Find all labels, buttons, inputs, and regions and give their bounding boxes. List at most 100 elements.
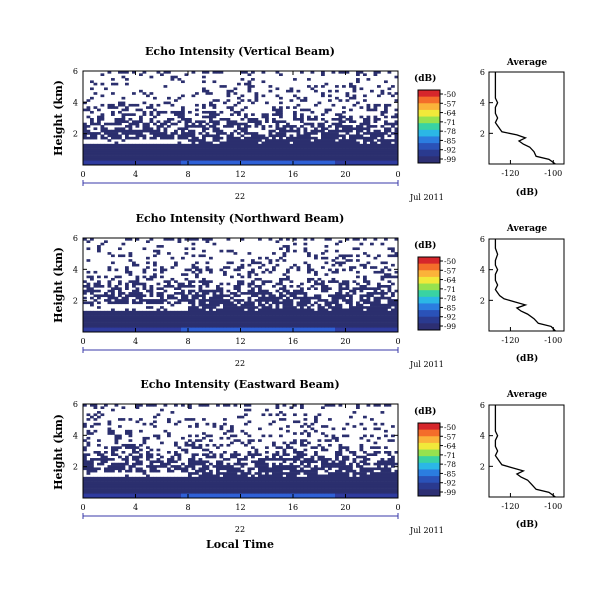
heatmap-cell — [219, 460, 224, 464]
heatmap-cell — [139, 467, 143, 471]
heatmap-cell — [219, 488, 224, 492]
heatmap-cell — [167, 146, 171, 149]
heatmap-cell — [279, 108, 283, 112]
heatmap-cell — [233, 287, 238, 290]
heatmap-cell — [338, 143, 343, 147]
heatmap-cell — [373, 320, 378, 323]
heatmap-cell — [86, 479, 91, 482]
heatmap-cell — [198, 254, 203, 258]
heatmap-cell — [90, 143, 94, 147]
heatmap-cell — [265, 472, 269, 475]
heatmap-cell — [205, 153, 210, 156]
heatmap-cell — [118, 476, 122, 480]
heatmap-cell — [247, 141, 252, 145]
heatmap-cell — [366, 301, 371, 305]
heatmap-cell — [181, 136, 185, 140]
heatmap-cell — [356, 125, 360, 128]
heatmap-cell — [125, 120, 129, 123]
heatmap-cell — [184, 120, 189, 123]
heatmap-cell — [335, 486, 339, 489]
heatmap-cell — [83, 495, 87, 499]
heatmap-cell — [86, 481, 91, 485]
heatmap-cell — [142, 150, 147, 154]
heatmap-cell — [174, 146, 178, 149]
heatmap-cell — [121, 292, 126, 295]
y-tick-label: 4 — [73, 265, 78, 274]
heatmap-cell — [275, 146, 280, 149]
heatmap-cell — [163, 101, 168, 105]
heatmap-cell — [90, 481, 94, 485]
heatmap-cell — [83, 160, 87, 163]
heatmap-cell — [135, 292, 140, 295]
heatmap-cell — [272, 108, 276, 112]
heatmap-cell — [177, 467, 182, 471]
heatmap-cell — [289, 329, 294, 333]
heatmap-cell — [142, 327, 147, 330]
heatmap-cell — [209, 313, 213, 316]
heatmap-cell — [352, 160, 357, 163]
heatmap-cell — [279, 155, 283, 159]
heatmap-cell — [380, 268, 385, 272]
heatmap-cell — [128, 476, 133, 480]
heatmap-cell — [373, 266, 378, 269]
heatmap-cell — [188, 308, 192, 312]
heatmap-cell — [163, 495, 168, 499]
heatmap-cell — [321, 141, 325, 145]
heatmap-cell — [321, 252, 325, 255]
heatmap-cell — [258, 476, 262, 480]
heatmap-cell — [380, 462, 385, 466]
heatmap-cell — [104, 160, 108, 163]
heatmap-cell — [244, 82, 248, 86]
heatmap-cell — [237, 287, 241, 290]
heatmap-cell — [380, 329, 385, 333]
heatmap-cell — [237, 306, 241, 309]
heatmap-cell — [314, 89, 318, 93]
heatmap-cell — [377, 71, 381, 74]
heatmap-cell — [174, 324, 178, 328]
heatmap-cell — [100, 310, 105, 314]
heatmap-cell — [177, 490, 182, 494]
heatmap-cell — [149, 285, 154, 288]
heatmap-cell — [335, 296, 339, 300]
heatmap-cell — [86, 157, 91, 161]
heatmap-cell — [170, 110, 175, 114]
heatmap-cell — [191, 143, 196, 147]
heatmap-cell — [111, 467, 115, 471]
heatmap-cell — [237, 479, 241, 482]
heatmap-cell — [387, 71, 392, 74]
heatmap-cell — [170, 327, 175, 330]
heatmap-cell — [394, 143, 399, 147]
heatmap-cell — [121, 162, 126, 166]
heatmap-cell — [118, 148, 122, 152]
profile-y-tick-label: 2 — [480, 129, 485, 138]
heatmap-cell — [118, 490, 122, 494]
heatmap-cell — [300, 148, 304, 152]
heatmap-cell — [366, 155, 371, 159]
heatmap-cell — [265, 488, 269, 492]
heatmap-cell — [300, 315, 304, 319]
heatmap-cell — [223, 467, 227, 471]
heatmap-cell — [303, 162, 308, 166]
heatmap-cell — [114, 150, 119, 154]
heatmap-cell — [282, 252, 287, 255]
heatmap-cell — [384, 143, 388, 147]
heatmap-cell — [107, 465, 112, 468]
heatmap-cell — [202, 277, 206, 281]
colorbar-tick-label: -78 — [444, 294, 456, 303]
profile-line — [494, 239, 556, 332]
heatmap-cell — [261, 306, 266, 309]
heatmap-cell — [125, 301, 129, 305]
heatmap-cell — [244, 306, 248, 309]
heatmap-cell — [251, 160, 255, 163]
heatmap-cell — [195, 160, 199, 163]
colorbar-unit: (dB) — [414, 240, 436, 251]
heatmap-cell — [233, 486, 238, 489]
heatmap-cell — [121, 467, 126, 471]
heatmap-cell — [307, 296, 311, 300]
colorbar-tick-label: -57 — [444, 99, 456, 108]
heatmap-cell — [205, 310, 210, 314]
heatmap-cell — [104, 320, 108, 323]
heatmap-cell — [153, 317, 157, 321]
heatmap-cell — [286, 324, 290, 328]
heatmap-cell — [310, 322, 315, 326]
